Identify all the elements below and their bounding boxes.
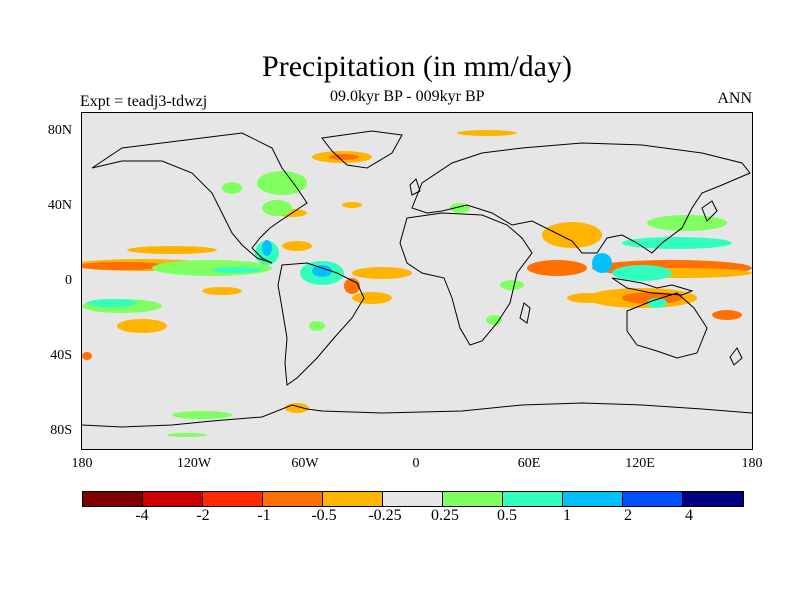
lat-label-40s: 40S xyxy=(50,348,72,363)
australia-outline xyxy=(626,292,708,359)
wet-patch xyxy=(612,265,672,281)
dry-patch xyxy=(567,293,607,303)
wet-patch xyxy=(312,265,332,277)
map-plot xyxy=(81,112,753,450)
dry-patch xyxy=(329,154,359,160)
lon-label-0: 0 xyxy=(412,456,420,471)
colorbar-label: 1 xyxy=(563,507,571,524)
indonesia-outline xyxy=(611,277,694,296)
lat-label-0: 0 xyxy=(65,273,72,288)
dry-patch xyxy=(352,292,392,304)
dry-patch xyxy=(342,202,362,208)
dry-patch xyxy=(457,130,517,136)
greenland-outline xyxy=(321,130,403,169)
colorbar-label: -4 xyxy=(135,507,149,524)
colorbar-swatch xyxy=(623,492,683,506)
japan-outline xyxy=(701,200,718,222)
dry-patch xyxy=(282,241,312,251)
colorbar-label: 4 xyxy=(685,507,693,524)
colorbar-label: -1 xyxy=(257,507,271,524)
wet-patch xyxy=(212,267,262,273)
colorbar-swatch xyxy=(323,492,383,506)
wet-patch xyxy=(262,200,292,216)
lon-label-60w: 60W xyxy=(291,456,319,471)
madagascar-outline xyxy=(519,302,531,324)
wet-patch xyxy=(167,433,207,437)
dry-patch xyxy=(202,287,242,295)
wet-patch xyxy=(257,171,307,195)
new-zealand-outline xyxy=(729,347,743,366)
anomaly-patches xyxy=(82,130,752,437)
colorbar xyxy=(82,491,744,507)
dry-patch xyxy=(285,403,309,413)
coastlines xyxy=(82,130,752,428)
wet-patch xyxy=(592,253,612,273)
wet-patch xyxy=(172,411,232,419)
colorbar-label: -0.25 xyxy=(368,507,402,524)
colorbar-label: 2 xyxy=(624,507,632,524)
wet-patch xyxy=(222,182,242,194)
eurasia-outline xyxy=(411,142,751,254)
lat-label-40n: 40N xyxy=(47,198,72,213)
lon-label-120e: 120E xyxy=(625,456,655,471)
lat-label-80s: 80S xyxy=(50,423,72,438)
dry-patch xyxy=(712,310,742,320)
wet-patch xyxy=(622,237,732,249)
dry-patch xyxy=(82,352,92,360)
wet-patch xyxy=(500,280,524,290)
season-label: ANN xyxy=(717,90,752,107)
dry-patch xyxy=(527,260,587,276)
uk-outline xyxy=(409,178,421,196)
dry-patch xyxy=(352,267,412,279)
dry-patch xyxy=(117,319,167,333)
north-america-outline xyxy=(91,132,308,264)
colorbar-swatch xyxy=(383,492,443,506)
africa-outline xyxy=(399,212,533,346)
antarctica-outline xyxy=(82,402,752,428)
dry-patch xyxy=(82,262,167,270)
colorbar-label: 0.5 xyxy=(497,507,517,524)
page-title: Precipitation (in mm/day) xyxy=(262,50,572,83)
period-subtitle: 09.0kyr BP - 009kyr BP xyxy=(330,88,485,105)
lon-label-120w: 120W xyxy=(176,456,212,471)
dry-patch xyxy=(622,292,682,304)
colorbar-swatch xyxy=(503,492,563,506)
colorbar-swatch xyxy=(443,492,503,506)
colorbar-swatch xyxy=(263,492,323,506)
wet-patch xyxy=(486,315,502,325)
wet-patch xyxy=(647,215,727,231)
dry-patch xyxy=(542,222,602,248)
colorbar-label: -2 xyxy=(196,507,210,524)
colorbar-label: 0.25 xyxy=(431,507,459,524)
wet-patch xyxy=(262,240,272,256)
experiment-label: Expt = teadj3-tdwzj xyxy=(80,93,208,110)
wet-patch xyxy=(87,299,137,307)
lon-label-60e: 60E xyxy=(517,456,541,471)
lon-label-180e: 180 xyxy=(741,456,763,471)
south-america-outline xyxy=(277,262,365,386)
precip-map xyxy=(82,130,752,437)
colorbar-swatch xyxy=(563,492,623,506)
colorbar-swatch xyxy=(203,492,263,506)
colorbar-label: -0.5 xyxy=(311,507,337,524)
colorbar-swatch xyxy=(683,492,743,506)
lon-label-180w: 180 xyxy=(71,456,93,471)
dry-patch xyxy=(127,246,217,254)
colorbar-swatch xyxy=(83,492,143,506)
lat-label-80n: 80N xyxy=(47,123,72,138)
wet-patch xyxy=(309,321,325,331)
colorbar-swatch xyxy=(143,492,203,506)
